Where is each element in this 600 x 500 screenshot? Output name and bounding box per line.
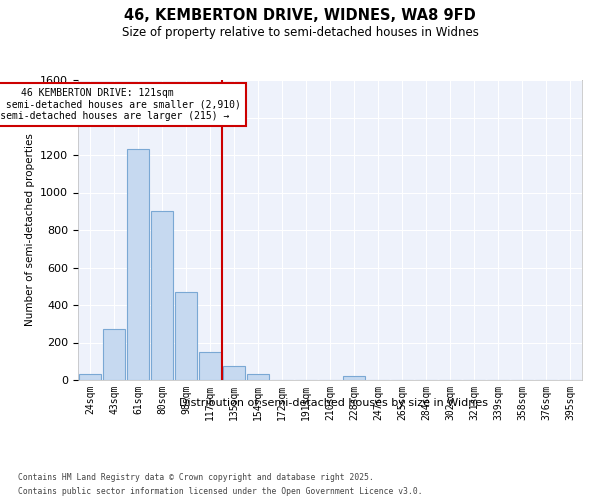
Text: Distribution of semi-detached houses by size in Widnes: Distribution of semi-detached houses by … — [179, 398, 488, 407]
Text: Contains public sector information licensed under the Open Government Licence v3: Contains public sector information licen… — [18, 486, 422, 496]
Bar — [247, 374, 269, 380]
Bar — [343, 376, 365, 380]
Y-axis label: Number of semi-detached properties: Number of semi-detached properties — [25, 134, 35, 326]
Bar — [79, 374, 101, 380]
Bar — [223, 366, 245, 380]
Bar — [199, 352, 221, 380]
Text: Contains HM Land Registry data © Crown copyright and database right 2025.: Contains HM Land Registry data © Crown c… — [18, 472, 374, 482]
Text: 46 KEMBERTON DRIVE: 121sqm
← 93% of semi-detached houses are smaller (2,910)
7% : 46 KEMBERTON DRIVE: 121sqm ← 93% of semi… — [0, 88, 241, 120]
Bar — [151, 211, 173, 380]
Bar — [175, 292, 197, 380]
Bar — [103, 330, 125, 380]
Text: Size of property relative to semi-detached houses in Widnes: Size of property relative to semi-detach… — [122, 26, 478, 39]
Text: 46, KEMBERTON DRIVE, WIDNES, WA8 9FD: 46, KEMBERTON DRIVE, WIDNES, WA8 9FD — [124, 8, 476, 22]
Bar — [127, 150, 149, 380]
